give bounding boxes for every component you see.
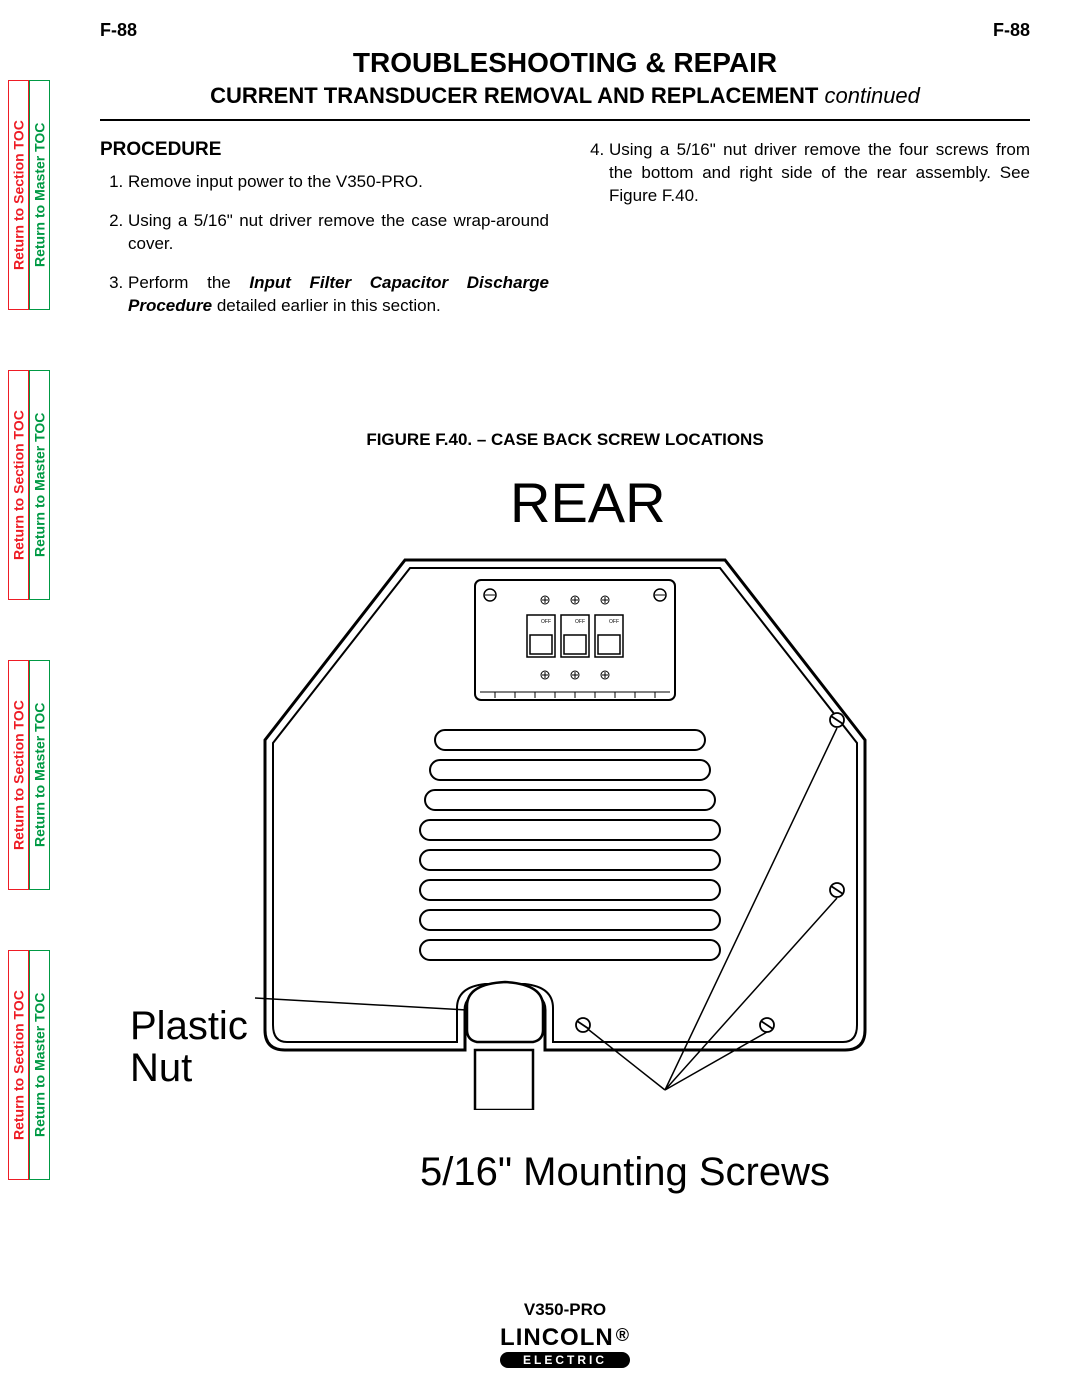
section-toc-column: Return to Section TOC Return to Section … [8, 80, 29, 1180]
return-section-toc-link[interactable]: Return to Section TOC [8, 370, 29, 600]
subsection-main: CURRENT TRANSDUCER REMOVAL AND REPLACEME… [210, 83, 818, 108]
switch-panel: OFF OFF OFF [475, 580, 675, 700]
section-title: TROUBLESHOOTING & REPAIR [100, 47, 1030, 79]
brand-name: LINCOLN [500, 1326, 614, 1350]
registered-icon: ® [616, 1326, 630, 1344]
brand-logo: LINCOLN ® ELECTRIC [500, 1326, 630, 1368]
switch-label: OFF [609, 619, 619, 625]
page-number-row: F-88 F-88 [100, 20, 1030, 41]
return-master-toc-link[interactable]: Return to Master TOC [29, 370, 50, 600]
procedure-step: Remove input power to the V350-PRO. [128, 171, 549, 194]
figure-svg: OFF OFF OFF [205, 470, 925, 1110]
divider [100, 119, 1030, 121]
return-section-toc-link[interactable]: Return to Section TOC [8, 950, 29, 1180]
procedure-list-right: Using a 5/16" nut driver remove the four… [581, 139, 1030, 208]
subsection-continued: continued [824, 83, 919, 108]
procedure-step: Using a 5/16" nut driver remove the case… [128, 210, 549, 256]
return-section-toc-link[interactable]: Return to Section TOC [8, 80, 29, 310]
procedure-list-left: Remove input power to the V350-PRO. Usin… [100, 171, 549, 318]
vent-slots [420, 730, 720, 960]
switch-label: OFF [575, 619, 585, 625]
return-master-toc-link[interactable]: Return to Master TOC [29, 660, 50, 890]
leader-line-plastic-nut [255, 998, 467, 1010]
procedure-heading: PROCEDURE [100, 139, 549, 161]
switch-label: OFF [541, 619, 551, 625]
side-toc-tabs: Return to Section TOC Return to Section … [8, 80, 50, 1180]
page-footer: V350-PRO LINCOLN ® ELECTRIC [100, 1300, 1030, 1369]
two-column-text: PROCEDURE Remove input power to the V350… [100, 139, 1030, 334]
figure-label-plastic-nut: PlasticNut [130, 1005, 248, 1089]
page-number-left: F-88 [100, 20, 137, 41]
page-body: F-88 F-88 TROUBLESHOOTING & REPAIR CURRE… [100, 20, 1030, 334]
return-master-toc-link[interactable]: Return to Master TOC [29, 80, 50, 310]
subsection-title: CURRENT TRANSDUCER REMOVAL AND REPLACEME… [100, 83, 1030, 109]
page-number-right: F-88 [993, 20, 1030, 41]
figure-label-mounting-screws: 5/16" Mounting Screws [420, 1150, 830, 1195]
procedure-step: Perform the Input Filter Capacitor Disch… [128, 272, 549, 318]
procedure-step: Using a 5/16" nut driver remove the four… [609, 139, 1030, 208]
figure-label-rear: REAR [510, 470, 666, 535]
footer-model: V350-PRO [100, 1300, 1030, 1320]
figure-region: FIGURE F.40. – CASE BACK SCREW LOCATIONS… [130, 430, 1000, 1200]
master-toc-column: Return to Master TOC Return to Master TO… [29, 80, 50, 1180]
return-section-toc-link[interactable]: Return to Section TOC [8, 660, 29, 890]
left-column: PROCEDURE Remove input power to the V350… [100, 139, 549, 334]
brand-sub: ELECTRIC [500, 1352, 630, 1368]
figure-caption: FIGURE F.40. – CASE BACK SCREW LOCATIONS [130, 430, 1000, 450]
return-master-toc-link[interactable]: Return to Master TOC [29, 950, 50, 1180]
cable-gland [467, 982, 543, 1110]
right-column: Using a 5/16" nut driver remove the four… [581, 139, 1030, 334]
